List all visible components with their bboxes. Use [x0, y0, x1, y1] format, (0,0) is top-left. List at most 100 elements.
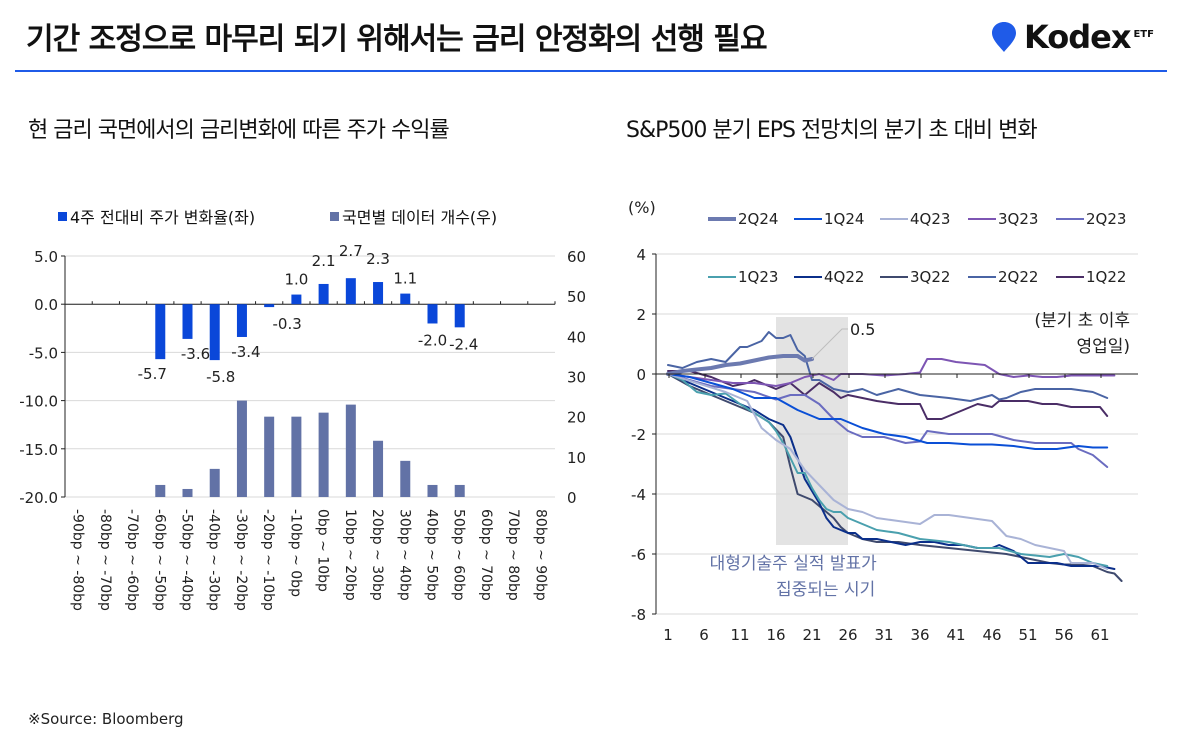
bar-return [454, 304, 465, 328]
legend-swatch [708, 276, 736, 278]
legend-swatch [1056, 218, 1084, 220]
category-label: -50bp ~ -40bp [179, 509, 195, 611]
bar-count [264, 416, 275, 497]
category-label: -60bp ~ -50bp [151, 509, 167, 611]
bar-count [236, 400, 247, 497]
category-label: 10bp ~ 20bp [342, 509, 358, 601]
category-label: 50bp ~ 60bp [451, 509, 467, 601]
bar-return [318, 283, 329, 305]
bar-return [373, 282, 384, 305]
right-chart-title: S&P500 분기 EPS 전망치의 분기 초 대비 변화 [626, 118, 1038, 143]
data-label: -5.8 [206, 368, 235, 386]
category-label: 20bp ~ 30bp [369, 509, 385, 601]
left-legend-item-1: 4주 전대비 주가 변화율(좌) [58, 204, 255, 228]
y-tick-label: 0 [636, 366, 646, 384]
bar-count [291, 416, 302, 497]
x-tick-label: 21 [802, 626, 821, 644]
legend-swatch [968, 218, 996, 220]
y-right-tick-label: 50 [567, 288, 586, 306]
series-line-3Q22 [667, 373, 1123, 582]
series-line-4Q22 [667, 373, 1116, 570]
category-label: 40bp ~ 50bp [424, 509, 440, 601]
y-right-tick-label: 10 [567, 449, 586, 467]
y-tick-label: -2 [631, 426, 646, 444]
series-line-2Q24 [666, 354, 814, 376]
x-tick-label: 6 [699, 626, 709, 644]
legend-swatch [794, 218, 822, 220]
y-right-tick-label: 30 [567, 369, 586, 387]
bar-return [236, 304, 247, 337]
x-tick-label: 36 [910, 626, 929, 644]
series-line-4Q23 [667, 373, 1109, 570]
legend-swatch [58, 211, 67, 221]
legend-swatch [330, 211, 339, 221]
line-chart: 420-2-4-6-81 6 11 16 21 26 31 36 41 46 51 56 610.5 (분… [631, 246, 1138, 644]
legend-label: 1Q24 [824, 210, 865, 228]
legend-swatch [794, 276, 822, 278]
legend-item-2Q22: 2Q22 [968, 268, 1038, 286]
bar-count [182, 488, 193, 497]
legend-label: 1Q23 [738, 268, 779, 286]
source-note: ※Source: Bloomberg [28, 710, 184, 728]
highlight-caption: 집중되는 시기 [776, 580, 875, 600]
category-label: 60bp ~ 70bp [478, 509, 494, 601]
data-label: 2.7 [339, 242, 363, 260]
x-tick-label: 11 [730, 626, 749, 644]
highlight-caption: 대형기술주 실적 발표가 [710, 554, 878, 574]
category-label: -40bp ~ -30bp [206, 509, 222, 611]
legend-label: 4Q23 [910, 210, 951, 228]
bar-return [155, 304, 166, 360]
bar-return [291, 294, 302, 305]
data-label: -3.4 [231, 343, 260, 361]
category-label: -30bp ~ -20bp [233, 509, 249, 611]
x-tick-label: 1 [663, 626, 673, 644]
legend-label: 4Q22 [824, 268, 865, 286]
x-tick-label: 41 [946, 626, 965, 644]
y-right-tick-label: 0 [567, 489, 577, 507]
legend-swatch [968, 276, 996, 278]
y-left-tick-label: -10.0 [19, 393, 58, 411]
data-label: -2.4 [449, 335, 478, 353]
y-right-tick-label: 20 [567, 409, 586, 427]
legend-label: 3Q22 [910, 268, 951, 286]
series-line-1Q23 [667, 373, 1109, 567]
y-left-tick-label: -20.0 [19, 489, 58, 507]
bar-count [400, 460, 411, 497]
data-label: -3.6 [181, 345, 210, 363]
y-tick-label: -6 [631, 546, 646, 564]
bar-return [427, 304, 438, 324]
legend-item-1Q23: 1Q23 [708, 268, 778, 286]
category-label: -90bp ~ -80bp [70, 509, 86, 611]
legend-item-2Q23: 2Q23 [1056, 210, 1126, 228]
series-line-3Q23 [667, 358, 1116, 387]
bar-count [373, 440, 384, 497]
category-label: 80bp ~ 90bp [532, 509, 548, 601]
x-tick-label: 26 [838, 626, 857, 644]
category-label: -70bp ~ -60bp [124, 509, 140, 611]
legend-label: 2Q23 [1086, 210, 1127, 228]
y-left-tick-label: 5.0 [34, 248, 58, 266]
legend-label: 4주 전대비 주가 변화율(좌) [70, 208, 256, 227]
bar-chart: 5.0 0.0 -5.0 -10.0 -15.0 -20.0 60 50 40 30 20 10 0 -5… [19, 242, 586, 611]
x-axis-caption: (분기 초 이후 [1034, 311, 1130, 331]
legend-item-1Q24: 1Q24 [794, 210, 864, 228]
data-label: 1.0 [284, 271, 308, 289]
x-tick-label: 61 [1090, 626, 1109, 644]
annotation-label: 0.5 [850, 320, 875, 339]
y-left-tick-label: -5.0 [29, 344, 58, 362]
bar-count [318, 412, 329, 497]
y-right-tick-label: 60 [567, 248, 586, 266]
legend-swatch [880, 218, 908, 220]
brand-logo: Kodex ETF [992, 18, 1154, 56]
series-line-1Q22 [667, 370, 1109, 420]
legend-label: 2Q22 [998, 268, 1039, 286]
series-line-2Q22 [667, 331, 1109, 402]
category-label: 30bp ~ 40bp [396, 509, 412, 601]
x-tick-label: 51 [1018, 626, 1037, 644]
bar-count [155, 484, 166, 497]
legend-item-4Q23: 4Q23 [880, 210, 950, 228]
legend-swatch [880, 276, 908, 278]
data-label: 1.1 [393, 270, 417, 288]
y-axis-unit: (%) [628, 198, 656, 217]
